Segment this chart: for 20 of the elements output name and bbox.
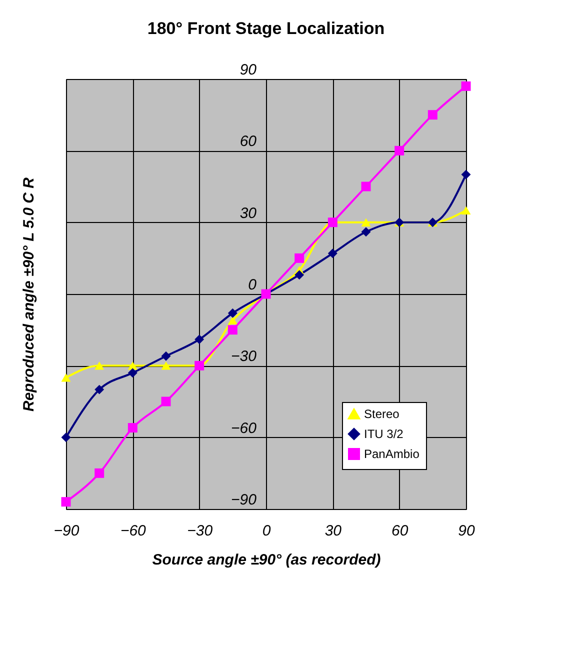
- y-tick-label: 60: [240, 133, 258, 150]
- x-axis-title: Source angle ±90° (as recorded): [152, 552, 381, 568]
- chart-title: 180° Front Stage Localization: [147, 19, 385, 38]
- x-tick-label: 90: [458, 522, 476, 540]
- y-tick-label: 0: [248, 276, 258, 294]
- y-tick-label: 30: [240, 204, 258, 222]
- x-tick-label: 0: [262, 522, 272, 540]
- x-tick-label: −30: [187, 522, 214, 540]
- x-tick-label: 30: [324, 522, 342, 540]
- y-tick-label: −90: [231, 492, 258, 508]
- legend-label: ITU 3/2: [364, 427, 404, 441]
- x-tick-label: −90: [54, 522, 80, 540]
- y-axis-title: Reproduced angle ±90° L 5.0 C R: [20, 177, 38, 412]
- x-tick-label: −60: [120, 522, 147, 540]
- legend-label: Stereo: [364, 407, 400, 421]
- legend-label: PanAmbio: [364, 447, 420, 461]
- y-tick-label: −60: [231, 420, 258, 437]
- x-tick-label: 60: [391, 522, 409, 540]
- y-tick-label: 90: [240, 62, 258, 78]
- y-tick-label: −30: [231, 348, 258, 366]
